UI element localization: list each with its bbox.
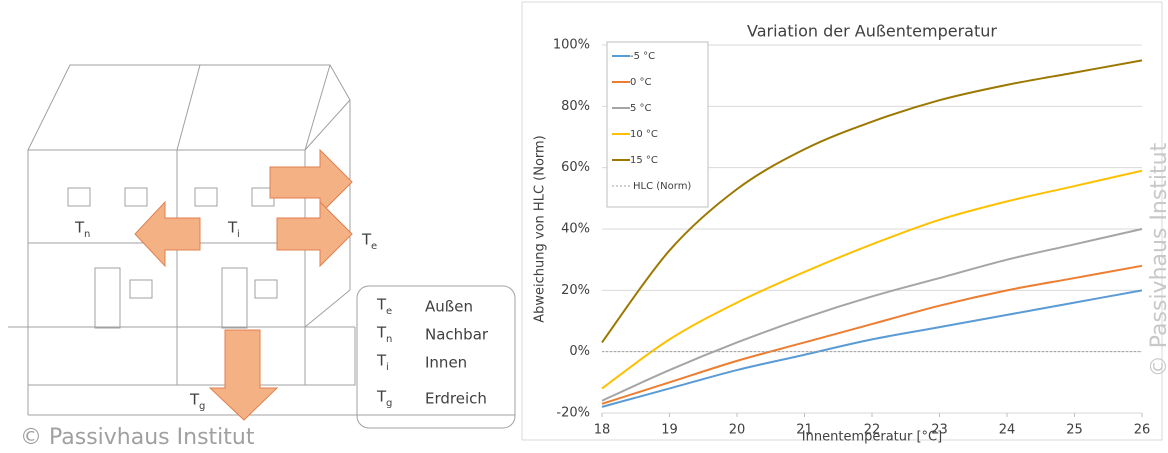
heat-arrows xyxy=(135,150,352,420)
y-tick-label: 40% xyxy=(561,222,590,237)
legend-label: Erdreich xyxy=(425,390,487,408)
x-tick-label: 22 xyxy=(864,423,881,438)
legend-label: Innen xyxy=(425,354,467,372)
x-tick-label: 20 xyxy=(729,423,746,438)
page: TnTiTeTgTeAußenTnNachbarTiInnenTgErdreic… xyxy=(0,0,1168,449)
legend-label: 0 °C xyxy=(630,77,652,88)
x-tick-label: 25 xyxy=(1066,423,1083,438)
series-line xyxy=(602,229,1142,401)
subscript: e xyxy=(386,306,392,317)
watermark: © Passivhaus Institut xyxy=(1147,142,1168,377)
x-tick-label: 21 xyxy=(796,423,813,438)
series-line xyxy=(602,266,1142,404)
x-tick-label: 24 xyxy=(999,423,1016,438)
figure: TnTiTeTgTeAußenTnNachbarTiInnenTgErdreic… xyxy=(0,0,1168,449)
y-tick-label: 80% xyxy=(561,99,590,114)
y-tick-label: -20% xyxy=(556,406,590,421)
x-tick-label: 23 xyxy=(931,423,948,438)
subscript: i xyxy=(237,229,240,240)
chart-title: Variation der Außentemperatur xyxy=(747,22,997,41)
legend-label: Nachbar xyxy=(425,326,489,344)
subscript: i xyxy=(386,362,389,373)
x-tick-label: 19 xyxy=(661,423,678,438)
subscript: g xyxy=(386,398,392,409)
y-tick-label: 100% xyxy=(553,38,590,53)
y-tick-label: 20% xyxy=(561,283,590,298)
x-tick-label: 26 xyxy=(1134,423,1151,438)
subscript: n xyxy=(84,229,90,240)
subscript: n xyxy=(386,334,392,345)
legend-label: HLC (Norm) xyxy=(633,181,691,192)
legend-label: 15 °C xyxy=(630,155,658,166)
legend-label: Außen xyxy=(425,298,473,316)
subscript: e xyxy=(371,241,377,252)
y-tick-label: 0% xyxy=(569,344,590,359)
subscript: g xyxy=(199,401,205,412)
legend-label: 5 °C xyxy=(630,103,652,114)
legend-label: -5 °C xyxy=(630,51,655,62)
x-tick-label: 18 xyxy=(594,423,611,438)
series-line xyxy=(602,290,1142,407)
house-drawing xyxy=(8,65,515,428)
y-axis-label: Abweichung von HLC (Norm) xyxy=(533,135,548,322)
legend-label: 10 °C xyxy=(630,129,658,140)
y-tick-label: 60% xyxy=(561,160,590,175)
caption: © Passivhaus Institut xyxy=(20,425,255,449)
